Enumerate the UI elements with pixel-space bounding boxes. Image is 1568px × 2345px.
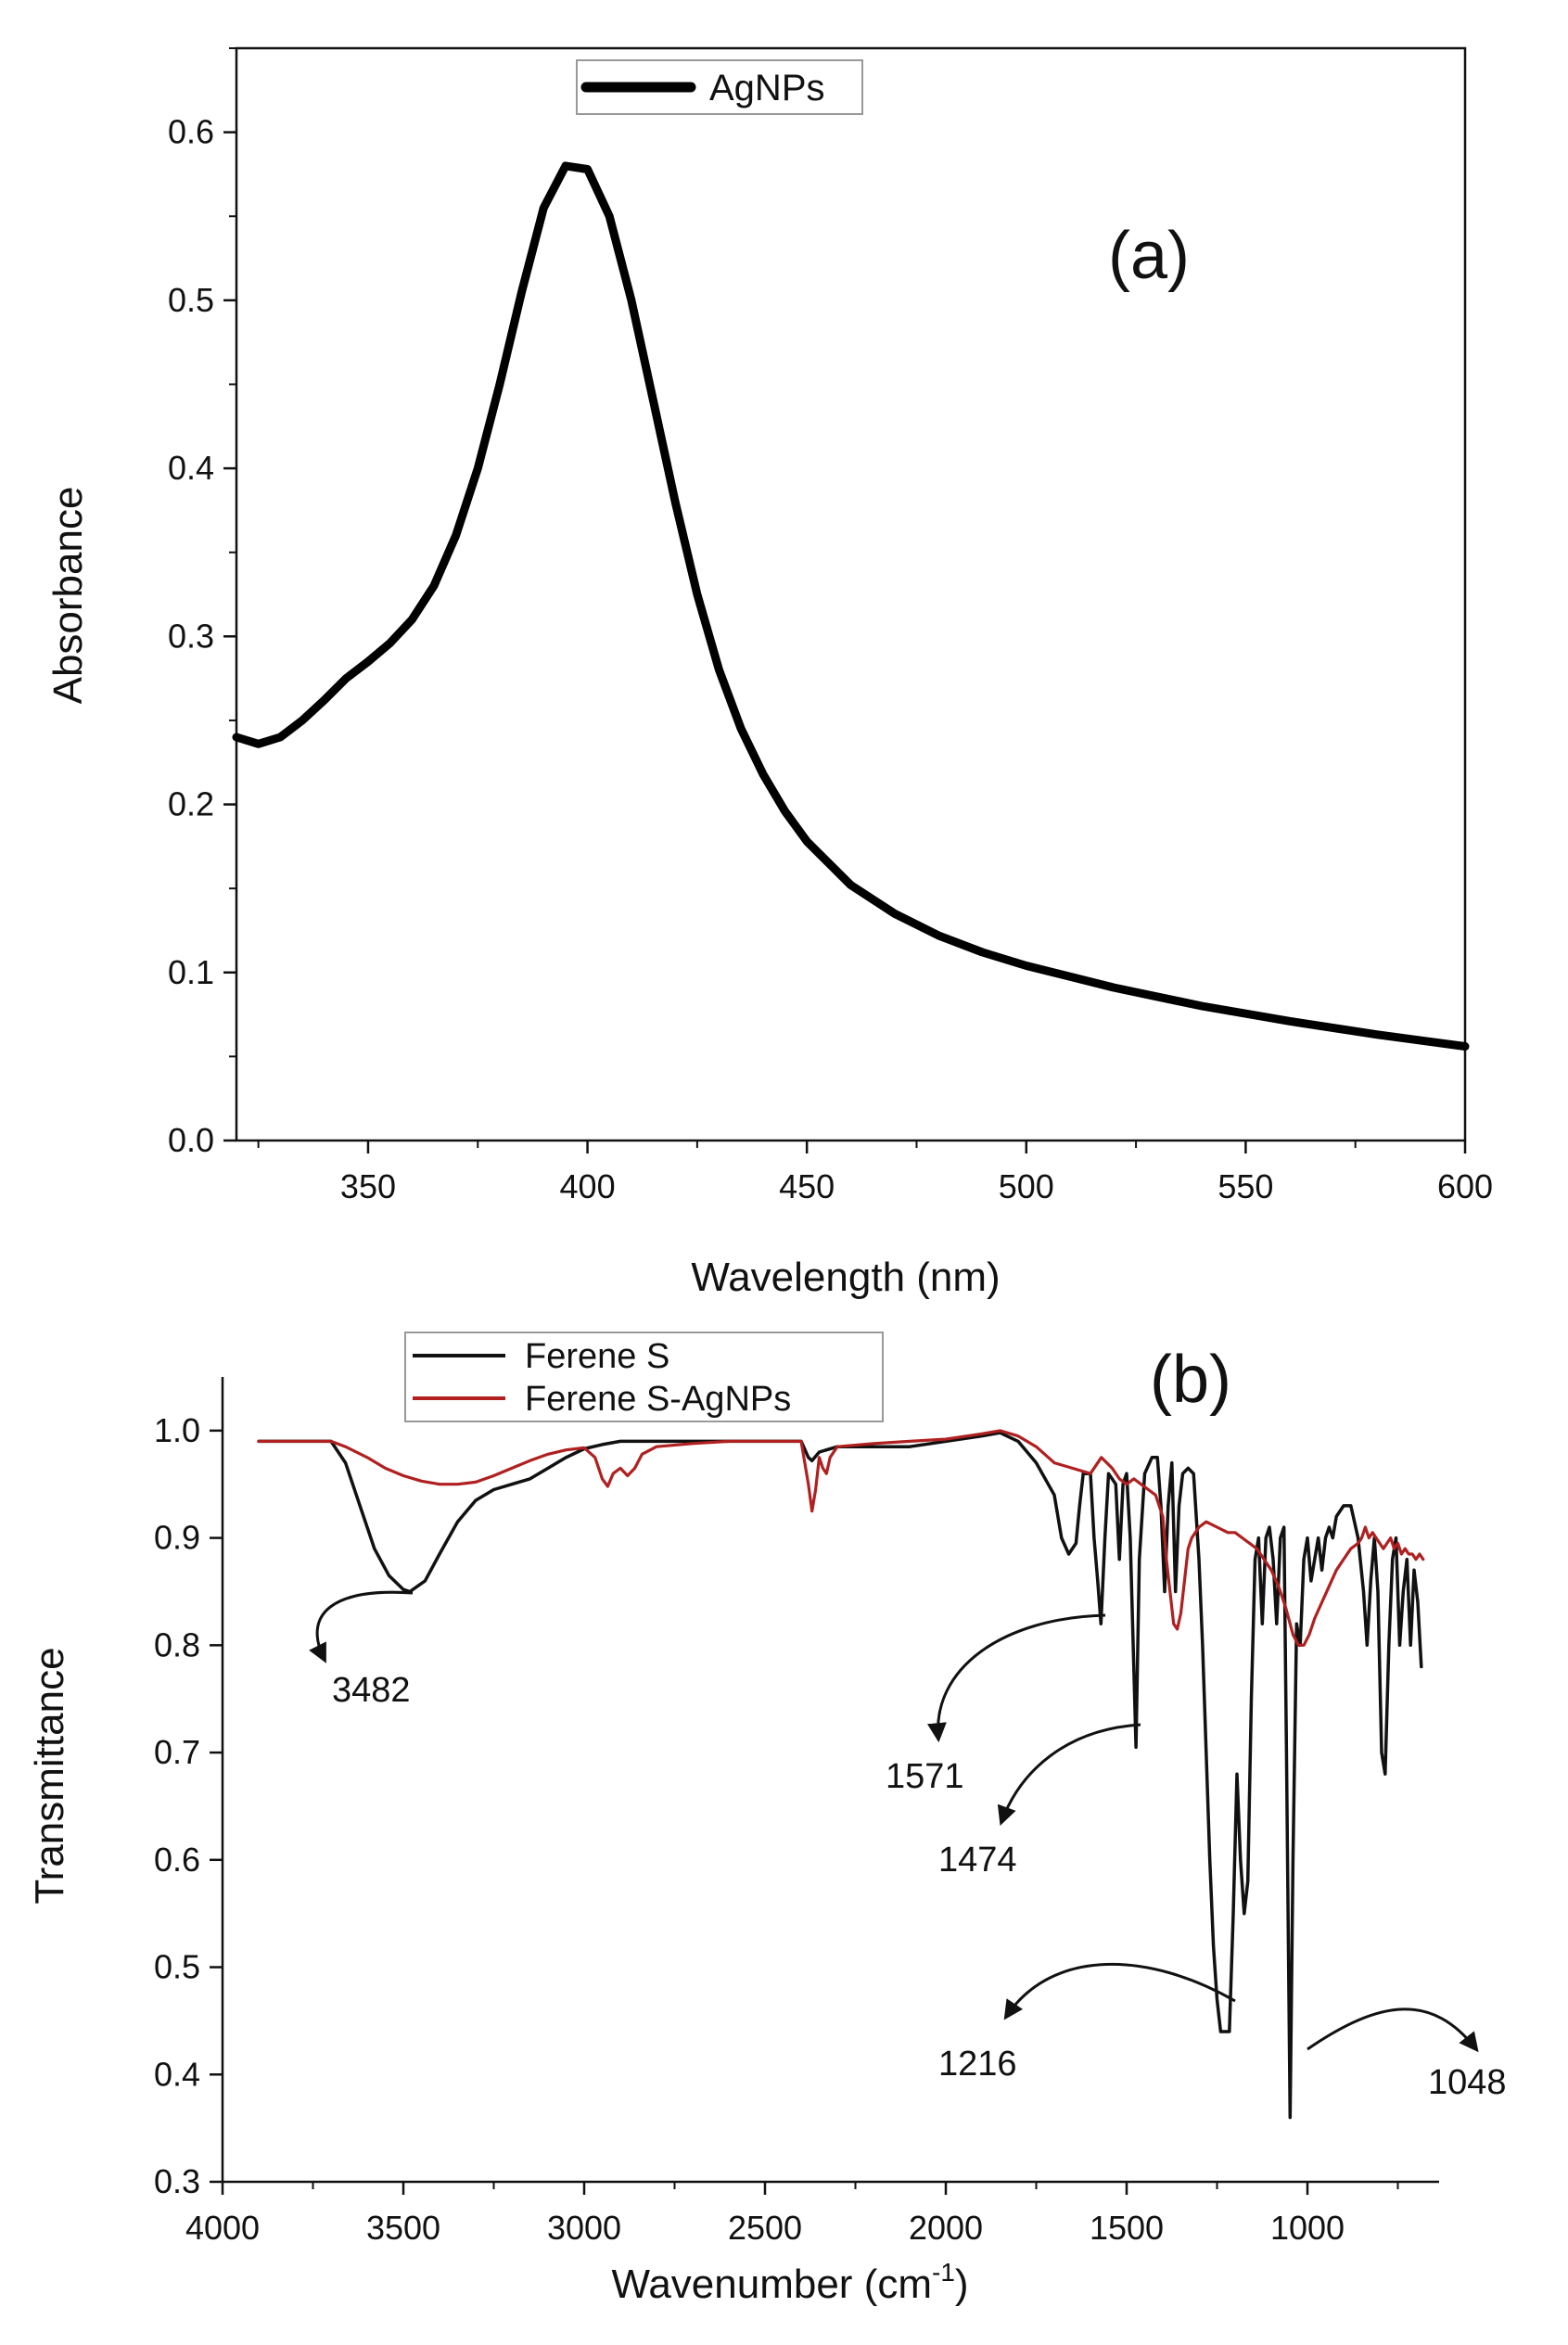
- panel-b-ftir-chart: 0.3 0.4 0.5 0.6 0.7 0.8 0.9 1.0 4000 3500 3000 250…: [27, 1332, 1507, 2307]
- panel-b-x-tick-label: 1500: [1090, 2209, 1164, 2247]
- panel-a-x-tick-label: 600: [1437, 1167, 1493, 1205]
- panel-a-series: [232, 161, 1470, 1051]
- panel-b-x-tick-label: 2500: [728, 2209, 802, 2247]
- panel-a-y-tick-label: 0.5: [168, 281, 214, 319]
- panel-a-y-tick-label: 0.6: [168, 113, 214, 151]
- panel-b-x-tick-label: 3500: [366, 2209, 440, 2247]
- panel-b-y-tick-label: 0.3: [154, 2162, 200, 2200]
- panel-b-y-tick-label: 0.4: [154, 2055, 200, 2093]
- series-line-ferene-s: [257, 1431, 1423, 2120]
- panel-a-x-tick-label: 450: [779, 1167, 835, 1205]
- panel-b-annotation-arrows: [309, 1590, 1479, 2053]
- annotation-3482: 3482: [332, 1671, 411, 1710]
- panel-b-x-ticks: 4000 3500 3000 2500 2000 1500 1000: [185, 2182, 1399, 2247]
- panel-b-series: [257, 1429, 1425, 2120]
- panel-a-y-tick-label: 0.0: [168, 1121, 214, 1159]
- panel-b-x-tick-label: 1000: [1270, 2209, 1345, 2247]
- panel-a-legend-label-agnps: AgNPs: [709, 68, 825, 108]
- panel-a-y-tick-label: 0.2: [168, 785, 214, 823]
- panel-b-x-axis-title-sup: -1: [932, 2258, 955, 2287]
- annotation-1216: 1216: [938, 2045, 1017, 2084]
- panel-b-y-tick-label: 0.6: [154, 1841, 200, 1879]
- panel-b-x-axis-title-main: Wavenumber (cm: [611, 2262, 932, 2307]
- series-line-agnps: [232, 161, 1470, 1051]
- panel-a-y-tick-label: 0.3: [168, 617, 214, 655]
- panel-b-y-tick-label: 0.9: [154, 1519, 200, 1557]
- panel-b-x-tick-label: 2000: [909, 2209, 983, 2247]
- arrow-1216: [1003, 1963, 1236, 2020]
- panel-b-x-tick-label: 3000: [547, 2209, 621, 2247]
- panel-a-y-ticks: 0.0 0.1 0.2 0.3 0.4 0.5 0.6: [168, 47, 236, 1159]
- panel-a-y-axis-title: Absorbance: [45, 487, 91, 705]
- panel-a-x-tick-label: 350: [340, 1167, 396, 1205]
- annotation-1571: 1571: [886, 1757, 964, 1796]
- arrow-3482: [309, 1590, 414, 1663]
- arrow-1474: [997, 1723, 1141, 1826]
- panel-b-y-tick-label: 0.8: [154, 1625, 200, 1663]
- panel-a-x-ticks: 350 400 450 500 550 600: [257, 1141, 1493, 1205]
- panel-b-legend-label-ferene-s-agnps: Ferene S-AgNPs: [525, 1380, 791, 1419]
- panel-b-label: (b): [1150, 1343, 1231, 1417]
- panel-a-x-axis-title: Wavelength (nm): [691, 1255, 1000, 1300]
- panel-b-y-tick-label: 1.0: [154, 1411, 200, 1449]
- panel-a-uv-vis-chart: 0.0 0.1 0.2 0.3 0.4 0.5 0.6 350 400 450 500 550 600…: [45, 46, 1493, 1300]
- panel-a-plot-frame: [235, 46, 1467, 1142]
- panel-a-y-tick-label: 0.4: [168, 449, 214, 487]
- panel-b-x-axis-title-end: ): [955, 2262, 969, 2307]
- panel-b-y-tick-label: 0.7: [154, 1733, 200, 1771]
- panel-b-legend-box: [404, 1332, 884, 1422]
- series-line-ferene-s-agnps: [257, 1429, 1425, 1647]
- panel-b-legend-label-ferene-s: Ferene S: [525, 1337, 669, 1376]
- panel-b-legend: Ferene S Ferene S-AgNPs: [404, 1332, 884, 1422]
- panel-a-x-tick-label: 550: [1217, 1167, 1273, 1205]
- annotation-1048: 1048: [1428, 2063, 1507, 2102]
- annotation-1474: 1474: [938, 1841, 1017, 1880]
- panel-a-legend: AgNPs: [576, 59, 863, 115]
- panel-a-y-tick-label: 0.1: [168, 953, 214, 991]
- panel-a-x-tick-label: 400: [560, 1167, 616, 1205]
- panel-a-label: (a): [1108, 219, 1190, 293]
- panel-b-x-axis-title: Wavenumber (cm-1): [611, 2258, 968, 2307]
- panel-b-y-axis-title: Transmittance: [27, 1647, 72, 1904]
- panel-b-x-tick-label: 4000: [185, 2209, 260, 2247]
- panel-a-x-tick-label: 500: [999, 1167, 1054, 1205]
- panel-b-y-ticks: 0.3 0.4 0.5 0.6 0.7 0.8 0.9 1.0: [154, 1411, 223, 2200]
- panel-b-y-tick-label: 0.5: [154, 1948, 200, 1986]
- arrow-1571: [927, 1613, 1106, 1743]
- arrow-1048: [1307, 2007, 1479, 2053]
